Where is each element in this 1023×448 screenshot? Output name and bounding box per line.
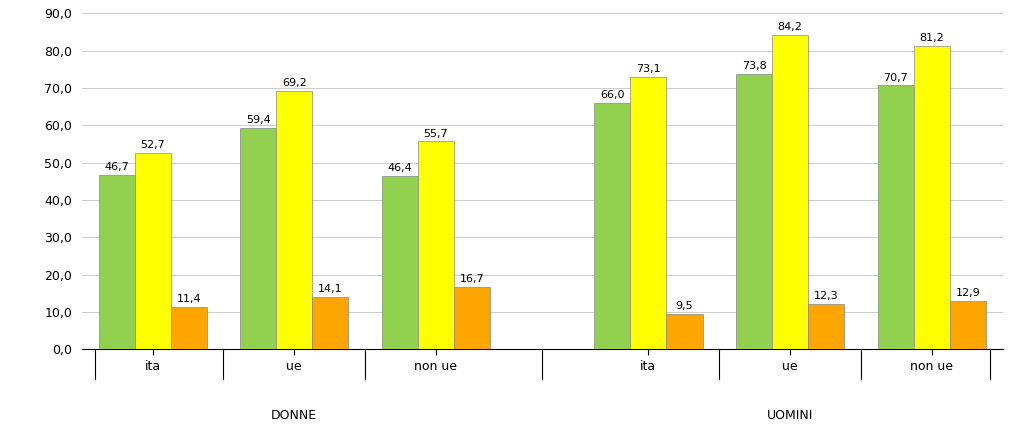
Text: 12,9: 12,9	[955, 289, 980, 298]
Bar	[135, 153, 171, 349]
Bar	[382, 176, 418, 349]
Text: 66,0: 66,0	[601, 90, 625, 100]
Text: 46,4: 46,4	[388, 163, 412, 173]
Text: 73,1: 73,1	[636, 64, 661, 73]
Bar	[312, 297, 349, 349]
Text: UOMINI: UOMINI	[767, 409, 813, 422]
Text: 84,2: 84,2	[777, 22, 802, 32]
Text: 11,4: 11,4	[176, 294, 202, 304]
Text: DONNE: DONNE	[271, 409, 317, 422]
Text: 46,7: 46,7	[104, 162, 129, 172]
Text: 70,7: 70,7	[883, 73, 908, 82]
Text: 69,2: 69,2	[282, 78, 307, 88]
Text: 16,7: 16,7	[459, 274, 484, 284]
Text: 81,2: 81,2	[920, 33, 944, 43]
Text: 59,4: 59,4	[246, 115, 271, 125]
Text: 14,1: 14,1	[318, 284, 343, 294]
Bar	[276, 91, 312, 349]
Bar	[594, 103, 630, 349]
Bar	[808, 304, 844, 349]
Text: 55,7: 55,7	[424, 129, 448, 138]
Text: 9,5: 9,5	[675, 301, 694, 311]
Bar	[98, 175, 135, 349]
Bar	[171, 307, 207, 349]
Bar	[666, 314, 703, 349]
Bar	[418, 142, 454, 349]
Bar	[949, 301, 986, 349]
Bar	[878, 86, 914, 349]
Bar	[630, 77, 666, 349]
Bar	[736, 74, 772, 349]
Bar	[454, 287, 490, 349]
Bar	[914, 46, 949, 349]
Bar	[772, 35, 808, 349]
Text: 12,3: 12,3	[814, 291, 839, 301]
Text: 52,7: 52,7	[140, 140, 165, 150]
Text: 73,8: 73,8	[742, 61, 766, 71]
Bar	[240, 128, 276, 349]
